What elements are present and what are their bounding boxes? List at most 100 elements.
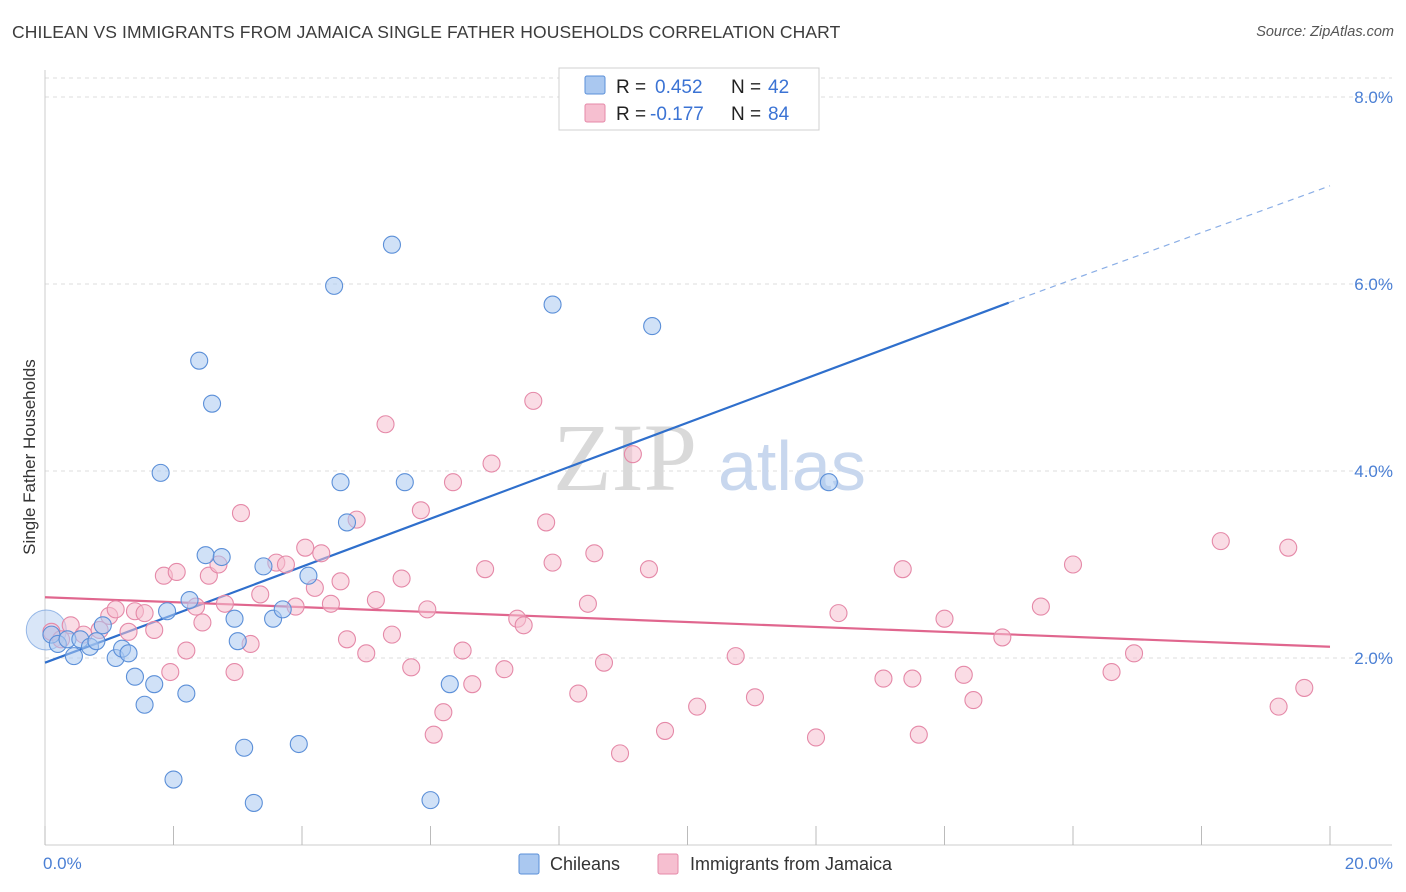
trend-line-chileans-extension <box>1008 185 1331 304</box>
point-jamaica <box>225 662 244 682</box>
point-jamaica <box>434 703 453 722</box>
point-chileans <box>254 557 273 576</box>
point-jamaica <box>543 553 562 572</box>
point-jamaica <box>514 616 533 635</box>
point-jamaica <box>964 691 983 710</box>
point-jamaica <box>161 662 180 682</box>
point-jamaica <box>893 560 912 579</box>
point-jamaica <box>119 622 138 641</box>
legend-r-label: R = <box>616 104 646 125</box>
point-chileans <box>643 317 662 336</box>
trend-lines <box>44 185 1331 664</box>
legend-n-value-jamaica: 84 <box>768 104 790 125</box>
legend-n-value-chileans: 42 <box>768 77 789 98</box>
point-chileans <box>190 351 209 370</box>
point-jamaica <box>594 653 614 672</box>
y-tick-label: 6.0% <box>1354 275 1393 294</box>
point-jamaica <box>424 725 443 744</box>
point-chileans <box>440 675 459 694</box>
point-chileans <box>337 513 357 532</box>
point-jamaica <box>806 728 826 747</box>
point-chileans <box>325 276 344 295</box>
point-jamaica <box>954 665 973 684</box>
point-chileans <box>158 602 177 621</box>
y-tick-label: 2.0% <box>1354 649 1393 668</box>
series-legend: Chileans Immigrants from Jamaica <box>518 853 893 875</box>
point-jamaica <box>135 604 154 623</box>
point-jamaica <box>610 744 630 763</box>
point-jamaica <box>655 721 675 740</box>
point-jamaica <box>726 647 745 666</box>
legend-swatch-jamaica <box>584 103 606 123</box>
legend-n-label: N = <box>731 77 761 98</box>
point-chileans <box>87 632 106 651</box>
legend-swatch-chileans <box>584 75 606 95</box>
point-chileans <box>543 295 562 314</box>
point-chileans <box>244 793 263 812</box>
point-jamaica <box>745 688 765 707</box>
point-jamaica <box>382 625 402 644</box>
point-jamaica <box>215 594 234 613</box>
point-chileans <box>135 695 154 714</box>
chart-source: Source: ZipAtlas.com <box>1256 24 1394 40</box>
point-jamaica <box>402 658 421 677</box>
point-chileans <box>164 770 183 789</box>
point-jamaica <box>585 544 604 563</box>
point-jamaica <box>453 641 472 660</box>
series-legend-swatch-jamaica <box>657 853 679 875</box>
point-chileans <box>196 546 215 565</box>
point-jamaica <box>1102 662 1121 682</box>
point-chileans <box>299 566 318 585</box>
point-chileans <box>151 463 170 482</box>
point-jamaica <box>366 590 385 610</box>
point-jamaica <box>993 628 1012 647</box>
point-chileans <box>331 473 350 492</box>
point-jamaica <box>1031 597 1050 616</box>
point-chileans <box>145 675 164 694</box>
legend-r-label: R = <box>616 77 646 98</box>
point-chileans <box>119 644 138 663</box>
point-jamaica <box>411 501 430 520</box>
point-chileans <box>64 647 83 666</box>
point-chileans <box>382 235 402 254</box>
point-jamaica <box>331 572 350 591</box>
x-tick-labels: 0.0% 20.0% <box>43 854 1393 873</box>
point-jamaica <box>193 613 212 632</box>
watermark-atlas: atlas <box>718 427 866 505</box>
point-jamaica <box>1269 697 1288 716</box>
point-chileans <box>289 734 308 754</box>
chart-title: CHILEAN VS IMMIGRANTS FROM JAMAICA SINGL… <box>12 22 841 42</box>
x-tick-label: 0.0% <box>43 854 82 873</box>
point-jamaica <box>376 415 395 434</box>
trend-line-jamaica <box>44 596 1331 648</box>
point-chileans <box>93 616 112 635</box>
y-tick-label: 4.0% <box>1354 462 1393 481</box>
point-chileans <box>212 547 231 567</box>
point-chileans <box>819 473 838 492</box>
point-jamaica <box>623 445 642 464</box>
point-jamaica <box>463 675 482 694</box>
point-chileans <box>235 738 254 757</box>
point-jamaica <box>829 604 848 623</box>
point-chileans <box>421 791 440 810</box>
point-jamaica <box>1063 555 1083 574</box>
point-jamaica <box>909 725 928 744</box>
point-chileans <box>225 609 244 628</box>
series-legend-swatch-chileans <box>518 853 540 875</box>
point-jamaica <box>357 644 376 663</box>
y-tick-labels: 2.0% 4.0% 6.0% 8.0% <box>1354 88 1393 668</box>
x-tick-label: 20.0% <box>1345 854 1393 873</box>
point-jamaica <box>276 555 295 574</box>
point-jamaica <box>639 560 659 579</box>
point-jamaica <box>312 544 331 563</box>
point-jamaica <box>392 569 411 588</box>
point-jamaica <box>337 630 357 649</box>
series-legend-label-chileans: Chileans <box>550 854 620 874</box>
axes <box>44 70 1392 846</box>
point-chileans <box>228 632 247 651</box>
point-chileans <box>180 590 199 610</box>
point-jamaica <box>145 620 164 640</box>
series-legend-label-jamaica: Immigrants from Jamaica <box>690 854 893 874</box>
point-jamaica <box>177 641 196 660</box>
